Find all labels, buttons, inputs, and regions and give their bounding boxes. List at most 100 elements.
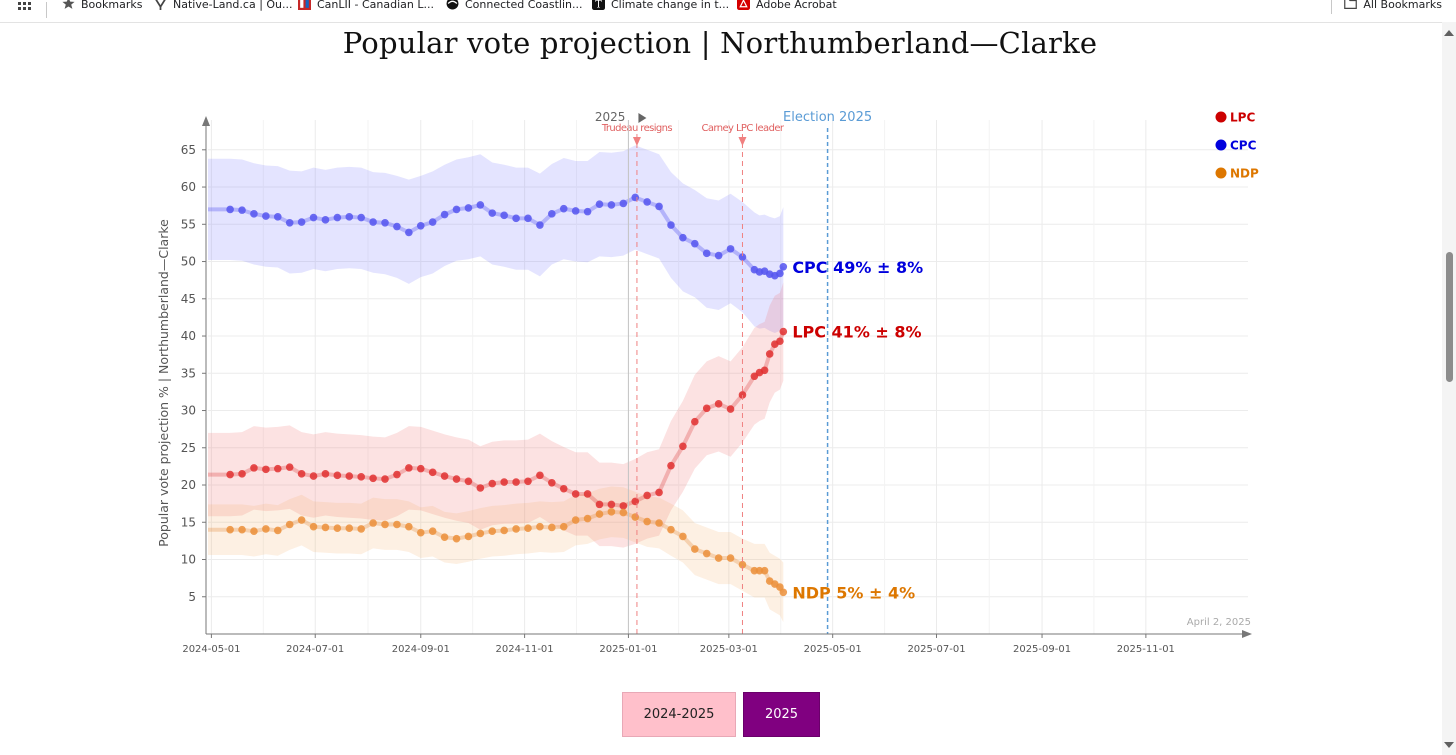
ndp-band (208, 486, 784, 623)
range-2025-button[interactable]: 2025 (743, 692, 820, 737)
native-land-icon (155, 0, 166, 10)
ndp-point (571, 516, 580, 524)
scroll-up-icon[interactable] (1444, 30, 1454, 36)
y-tick-label: 50 (181, 255, 196, 269)
ndp-point (583, 514, 592, 523)
ndp-point (428, 527, 437, 535)
bookmark-label: Connected Coastlin... (465, 0, 583, 11)
y-tick-label: 20 (181, 478, 196, 492)
legend-marker (1215, 167, 1227, 179)
cpc-point (309, 213, 318, 222)
event-markers: Trudeau resigns Carney LPC leader 2025 Elec… (595, 110, 872, 634)
ndp-point (702, 549, 711, 558)
bookmark-connected-coastlines[interactable]: Connected Coastlin... (446, 0, 583, 14)
bookmarks-separator (46, 2, 47, 18)
cpc-point (333, 213, 342, 222)
legend-label: NDP (1230, 167, 1259, 181)
page-scrollbar[interactable] (1442, 22, 1456, 755)
cpc-point (321, 216, 330, 224)
ndp-point (321, 523, 330, 532)
cpc-point (536, 221, 544, 229)
ndp-point (405, 522, 413, 531)
lpc-point (309, 472, 318, 480)
x-tick-label: 2025-11-01 (1117, 644, 1175, 655)
y-tick-label: 55 (181, 217, 196, 231)
lpc-point (440, 472, 449, 480)
lpc-point (393, 470, 401, 479)
uncertainty-bands (208, 145, 784, 623)
ndp-point (440, 533, 449, 541)
cpc-point (381, 219, 389, 227)
lpc-point (238, 470, 246, 478)
bookmark-adobe-acrobat[interactable]: Adobe Acrobat (737, 0, 837, 14)
ndp-point (297, 516, 306, 524)
bookmark-climate-change[interactable]: T Climate change in t... (592, 0, 729, 14)
lpc-point (691, 417, 699, 426)
cpc-point (667, 221, 675, 229)
bookmark-bookmarks[interactable]: Bookmarks (62, 0, 142, 14)
event-label: Carney LPC leader (702, 123, 785, 134)
cpc-point (226, 205, 234, 214)
cpc-point (776, 269, 784, 278)
lpc-point (369, 474, 377, 483)
ndp-point (691, 545, 699, 553)
bookmark-native-land[interactable]: Native-Land.ca | Ou... (154, 0, 293, 14)
lpc-point (583, 490, 592, 498)
y-tick-label: 15 (181, 515, 196, 529)
ndp-point (714, 554, 723, 562)
legend-label: LPC (1230, 111, 1255, 125)
lpc-point (297, 470, 306, 478)
acrobat-icon (737, 0, 750, 10)
cpc-point (779, 262, 788, 271)
bookmark-label: CanLII - Canadian L... (317, 0, 434, 11)
ndp-point (738, 560, 747, 569)
lpc-point (760, 366, 769, 375)
lpc-end-label: LPC 41% ± 8% (792, 323, 921, 342)
cpc-point (452, 205, 461, 214)
lpc-point (571, 490, 580, 498)
cpc-point (679, 233, 687, 242)
ndp-point (393, 520, 401, 529)
lpc-series (208, 327, 788, 510)
cpc-point (262, 212, 270, 220)
scrollbar-thumb[interactable] (1446, 252, 1453, 382)
ndp-point (309, 522, 318, 531)
all-bookmarks-button[interactable]: All Bookmarks (1344, 0, 1442, 14)
cpc-point (238, 206, 246, 214)
bookmarks-bar: Bookmarks Native-Land.ca | Ou... CanLII … (0, 0, 1456, 23)
ndp-point (381, 520, 389, 529)
bookmark-canlii[interactable]: CanLII - Canadian L... (298, 0, 434, 14)
lpc-point (702, 404, 711, 413)
lpc-point (726, 405, 735, 413)
apps-grid-icon[interactable] (18, 2, 32, 16)
legend-label: CPC (1230, 139, 1257, 153)
ndp-line (208, 509, 785, 594)
ndp-point (760, 566, 769, 575)
y-axis-arrow-icon (202, 116, 210, 126)
cpc-point (524, 214, 532, 223)
lpc-point (667, 461, 675, 470)
cpc-point (738, 253, 747, 261)
cpc-point (285, 219, 294, 227)
lpc-point (357, 473, 365, 481)
ndp-point (250, 527, 258, 535)
cpc-point (464, 204, 473, 212)
cpc-point (393, 222, 401, 231)
ndp-point (416, 528, 425, 537)
range-2024-2025-button[interactable]: 2024-2025 (622, 692, 736, 737)
cpc-point (488, 209, 497, 217)
lpc-point (512, 478, 520, 486)
lpc-point (738, 391, 747, 399)
cpc-band (208, 145, 784, 334)
ndp-point (238, 525, 246, 534)
lpc-point (452, 475, 461, 483)
y-tick-label: 25 (181, 441, 196, 455)
lpc-point (488, 479, 497, 488)
page-title: Popular vote projection | Northumberland… (342, 26, 1098, 60)
cpc-point (297, 218, 306, 226)
y-tick-label: 35 (181, 366, 196, 380)
legend-marker (1215, 111, 1227, 123)
bookmark-label: Climate change in t... (611, 0, 730, 11)
legend-marker (1215, 139, 1227, 151)
scroll-down-icon[interactable] (1444, 742, 1454, 748)
